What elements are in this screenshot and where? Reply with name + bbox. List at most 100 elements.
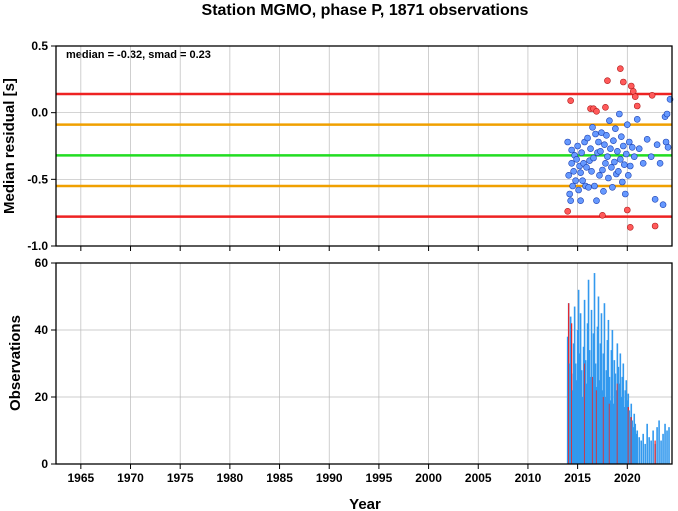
inlier-point — [664, 144, 672, 151]
bottom-y-axis-label: Observations — [7, 315, 24, 411]
inlier-point — [601, 141, 608, 148]
observation-bar — [607, 319, 610, 464]
x-tick-label: 2005 — [465, 471, 492, 485]
inlier-point — [587, 145, 594, 152]
observation-bar — [650, 440, 652, 464]
inlier-point — [623, 121, 631, 128]
inlier-point — [610, 137, 617, 144]
observation-bar — [592, 333, 595, 464]
observation-bar — [626, 400, 629, 464]
inlier-point — [612, 125, 619, 132]
outlier-point — [651, 222, 659, 230]
observation-bar — [596, 326, 599, 464]
bottom-y-tick-label: 40 — [35, 323, 49, 337]
inlier-point — [618, 133, 625, 140]
inlier-point — [569, 182, 576, 190]
outlier-bar — [608, 403, 611, 464]
observation-bar — [635, 433, 638, 464]
observation-bar — [587, 279, 590, 464]
inlier-point — [595, 138, 602, 146]
observation-bar — [566, 336, 569, 464]
inlier-point — [564, 138, 571, 146]
outlier-bar — [583, 363, 586, 464]
outlier-point — [567, 97, 574, 104]
top-y-tick-label: -1.0 — [27, 239, 48, 253]
observation-bar — [610, 350, 613, 464]
observation-bar — [634, 423, 637, 464]
inlier-point — [596, 172, 603, 179]
inlier-point — [651, 196, 659, 203]
observation-bar — [579, 313, 582, 464]
residual-plot: -1.0 -0.5 0.0 0.5 — [27, 39, 674, 253]
x-tick-label: 2010 — [515, 471, 542, 485]
inlier-point — [588, 168, 595, 175]
observation-bar — [586, 323, 589, 464]
inlier-point — [608, 164, 615, 171]
top-plot-frame — [55, 45, 673, 247]
top-y-tick-label: 0.5 — [31, 39, 48, 53]
observation-bar — [668, 427, 670, 464]
outlier-point — [623, 206, 631, 214]
x-tick-label: 2015 — [564, 471, 591, 485]
observation-bar — [652, 430, 654, 464]
observation-bar — [615, 390, 618, 464]
outlier-point — [602, 104, 609, 111]
observation-bar — [593, 273, 596, 464]
observation-bar — [623, 407, 626, 464]
inlier-point — [647, 153, 655, 160]
inlier-point — [590, 154, 597, 162]
inlier-point — [579, 177, 586, 184]
observation-bar — [598, 380, 601, 464]
observation-bar — [662, 433, 664, 464]
inlier-point — [578, 149, 585, 156]
inlier-point — [633, 116, 641, 123]
outlier-point — [564, 208, 571, 215]
inlier-point — [597, 148, 604, 155]
observation-bar — [606, 340, 609, 464]
observation-bar — [640, 440, 642, 464]
inlier-point — [615, 168, 622, 175]
observation-bar — [648, 437, 650, 464]
inlier-point — [659, 201, 667, 208]
inlier-point — [616, 110, 623, 118]
outlier-bar — [630, 417, 632, 464]
top-y-tick-label: -0.5 — [27, 172, 48, 186]
inlier-point — [602, 160, 609, 167]
observation-bar — [644, 443, 646, 464]
observation-bar — [572, 343, 575, 464]
inlier-point — [653, 141, 661, 148]
observation-bar — [617, 366, 620, 464]
inlier-point — [589, 124, 596, 131]
observation-bar — [619, 353, 622, 464]
inlier-point — [573, 156, 580, 163]
observation-bar — [594, 363, 597, 464]
inlier-point — [575, 186, 582, 194]
outlier-point — [599, 212, 606, 219]
inlier-point — [584, 134, 591, 142]
observation-bar — [612, 403, 615, 464]
observation-bar — [574, 363, 577, 464]
observations-plot: 0 20 40 60 1965 1970 1975 1980 1985 1990 1995 2000 2… — [35, 256, 673, 485]
outlier-bar — [654, 440, 656, 464]
observation-bar — [658, 420, 660, 464]
statistics-annotation: median = -0.32, smad = 0.23 — [66, 49, 211, 61]
inlier-point — [567, 197, 574, 204]
outlier-point — [617, 65, 624, 72]
observation-bar — [625, 380, 628, 464]
inlier-point — [643, 136, 651, 143]
inlier-point — [625, 138, 633, 146]
x-tick-label: 1985 — [266, 471, 293, 485]
outlier-bar — [602, 397, 605, 464]
outlier-bar — [595, 390, 598, 464]
outlier-bar — [591, 376, 594, 464]
outlier-bar — [568, 303, 570, 464]
observation-bar — [582, 346, 585, 464]
x-tick-label: 1965 — [67, 471, 94, 485]
inlier-point — [591, 182, 598, 190]
observation-bar — [609, 400, 612, 464]
observation-bar — [580, 370, 583, 464]
observation-bar — [642, 433, 644, 464]
observation-bar — [600, 313, 603, 464]
observation-bar — [660, 440, 662, 464]
x-tick-label: 1990 — [316, 471, 343, 485]
